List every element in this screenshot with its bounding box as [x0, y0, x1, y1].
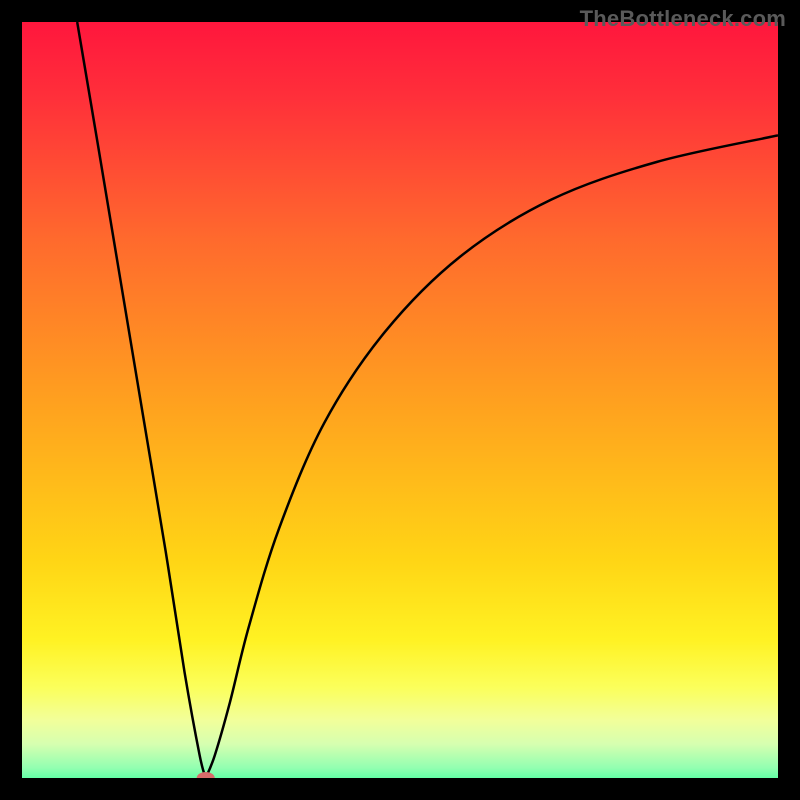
- gradient-background: [0, 0, 800, 800]
- watermark-text: TheBottleneck.com: [580, 6, 786, 32]
- chart-canvas: [0, 0, 800, 800]
- bottleneck-chart: TheBottleneck.com: [0, 0, 800, 800]
